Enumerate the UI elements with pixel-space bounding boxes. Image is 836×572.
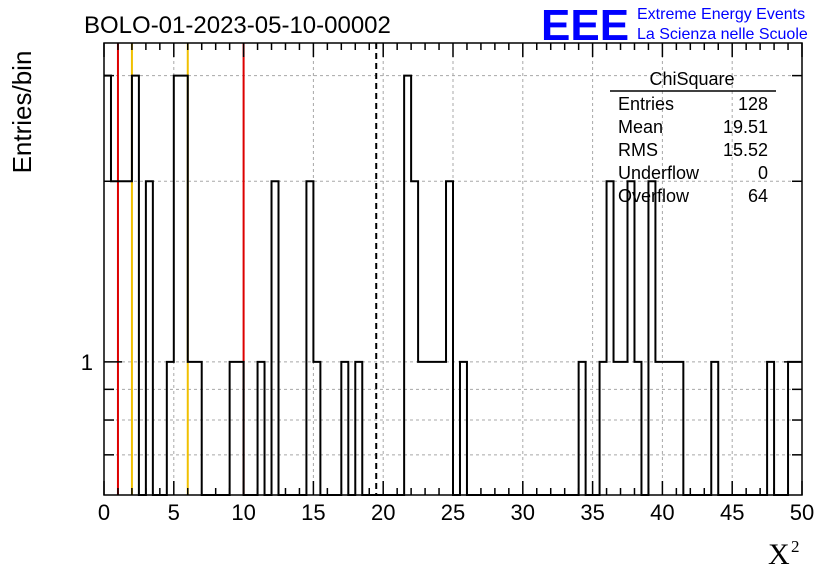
stats-underflow-value: 0 — [758, 163, 768, 183]
y-tick-labels: 1 — [81, 350, 93, 375]
y-tick-label: 1 — [81, 350, 93, 375]
logo-eee-letters: EEE — [541, 1, 629, 50]
x-tick-label: 30 — [511, 500, 535, 525]
x-tick-label: 25 — [441, 500, 465, 525]
stats-mean-value: 19.51 — [723, 117, 768, 137]
stats-mean-label: Mean — [618, 117, 663, 137]
logo-line-2: La Scienza nelle Scuole — [637, 26, 808, 43]
stats-underflow-label: Underflow — [618, 163, 700, 183]
stats-rms-label: RMS — [618, 140, 658, 160]
y-axis-label: Entries/bin — [7, 51, 37, 174]
stats-overflow-label: Overflow — [618, 186, 690, 206]
stats-box: ChiSquare Entries 128 Mean 19.51 RMS 15.… — [610, 69, 776, 206]
x-tick-label: 40 — [650, 500, 674, 525]
x-tick-labels: 0 5 10 15 20 25 30 35 40 45 50 — [98, 500, 814, 525]
x-tick-label: 5 — [168, 500, 180, 525]
stats-overflow-value: 64 — [748, 186, 768, 206]
stats-entries-value: 128 — [738, 94, 768, 114]
x-tick-label: 45 — [720, 500, 744, 525]
logo-line-1: Extreme Energy Events — [637, 6, 805, 23]
x-tick-label: 0 — [98, 500, 110, 525]
chart-title: BOLO-01-2023-05-10-00002 — [84, 12, 391, 39]
stats-title: ChiSquare — [649, 69, 734, 89]
eee-logo: EEE Extreme Energy Events La Scienza nel… — [541, 1, 808, 50]
histogram-series — [104, 74, 802, 496]
reference-lines — [116, 43, 378, 495]
x-tick-label: 35 — [580, 500, 604, 525]
stats-rms-value: 15.52 — [723, 140, 768, 160]
x-tick-label: 15 — [301, 500, 325, 525]
stats-entries-label: Entries — [618, 94, 674, 114]
x-tick-label: 20 — [371, 500, 395, 525]
x-tick-label: 50 — [790, 500, 814, 525]
axis-ticks — [103, 43, 803, 495]
x-tick-label: 10 — [231, 500, 255, 525]
x-axis-label: X — [768, 538, 790, 571]
x-axis-label-superscript: 2 — [791, 537, 800, 556]
